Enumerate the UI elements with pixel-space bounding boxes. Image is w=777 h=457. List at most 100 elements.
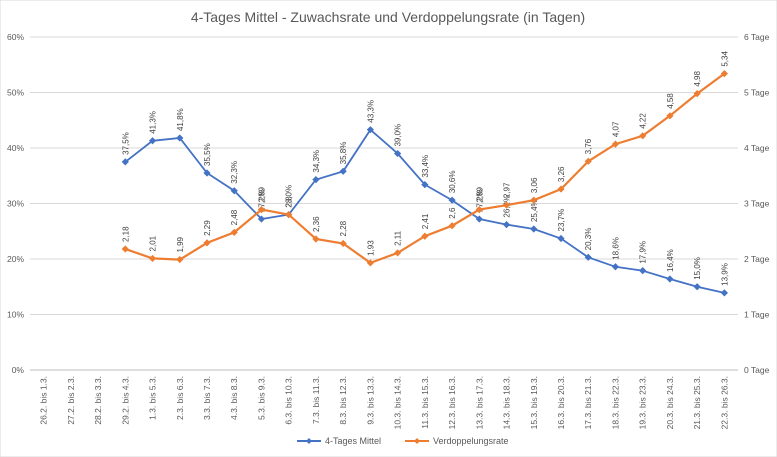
data-label: 1,93 (366, 240, 375, 256)
y-left-tick-label: 30% (7, 199, 24, 209)
data-label: 13,9% (720, 263, 729, 286)
data-point (448, 222, 456, 230)
data-label: 2,6 (448, 207, 457, 219)
data-label: 1,99 (176, 236, 185, 252)
x-tick-label: 8.3. bis 12.3. (338, 376, 348, 425)
data-point (557, 185, 565, 193)
data-label: 15,0% (693, 257, 702, 280)
data-point (530, 225, 538, 233)
data-label: 2,11 (394, 230, 403, 246)
data-label: 4,07 (611, 121, 620, 137)
y-left-tick-label: 20% (7, 254, 24, 264)
data-label: 4,22 (639, 113, 648, 129)
data-point (312, 176, 320, 184)
data-point (176, 134, 184, 142)
series-verdoppelungsrate: 2,18 2,01 1,99 2,29 2,48 2,89 2,8 2,36 2,28 1,93 2… (121, 51, 729, 267)
data-point (720, 70, 728, 78)
data-label: 37,5% (121, 132, 130, 155)
x-tick-label: 2.3. bis 6.3. (175, 376, 185, 420)
x-tick-label: 20.3. bis 24.3. (665, 376, 675, 429)
data-point (584, 253, 592, 261)
data-label: 2,01 (149, 235, 158, 251)
y-axis-right: 0 Tage 1 Tage 2 Tage 3 Tage 4 Tage 5 Tage 6 Ta… (744, 32, 770, 375)
data-point (502, 201, 511, 209)
x-tick-label: 21.3. bis 25.3. (692, 376, 702, 429)
data-label: 20,3% (584, 228, 593, 251)
series-zuwachsrate: 37,5% 41,3% 41,8% 35,5% 32,3% 27,2% 28,0% 34,3%… (121, 100, 729, 297)
x-tick-label: 4.3. bis 8.3. (229, 376, 239, 420)
data-point (421, 232, 429, 240)
data-point (366, 259, 374, 267)
data-point (530, 196, 538, 204)
data-point (176, 255, 184, 264)
data-label: 35,8% (339, 142, 348, 165)
legend-marker (306, 438, 312, 444)
y-right-tick-label: 5 Tage (744, 88, 770, 98)
x-tick-label: 9.3. bis 13.3. (365, 376, 375, 425)
x-axis: 26.2. bis 1.3. 27.2. bis 2.3. 28.2. bis 3.… (39, 376, 730, 429)
x-tick-label: 10.3. bis 14.3. (393, 376, 403, 429)
data-label: 18,6% (611, 237, 620, 260)
data-point (720, 289, 728, 297)
data-point (285, 211, 293, 219)
x-tick-label: 14.3. bis 18.3. (502, 376, 512, 429)
series-layer: 37,5% 41,3% 41,8% 35,5% 32,3% 27,2% 28,0% 34,3%… (121, 51, 729, 297)
data-label: 28,0% (285, 185, 294, 208)
x-tick-label: 11.3. bis 15.3. (420, 376, 430, 429)
data-point (584, 157, 592, 165)
data-point (557, 234, 565, 243)
data-label: 3,06 (530, 177, 539, 193)
data-label: 2,36 (312, 216, 321, 232)
y-right-tick-label: 6 Tage (744, 32, 770, 42)
y-right-tick-label: 0 Tage (744, 365, 770, 375)
data-point (693, 283, 701, 291)
data-point (121, 158, 129, 166)
data-label: 2,8 (285, 196, 294, 208)
y-right-tick-label: 1 Tage (744, 310, 770, 320)
data-point (366, 126, 374, 134)
data-label: 39,0% (394, 124, 403, 147)
data-label: 16,4% (666, 249, 675, 272)
data-label: 25,4% (530, 199, 539, 222)
y-left-tick-label: 40% (7, 143, 24, 153)
data-label: 4,58 (666, 93, 675, 109)
data-label: 32,3% (230, 161, 239, 184)
data-label: 2,89 (257, 186, 266, 202)
legend: 4-Tages Mittel Verdoppelungsrate (297, 436, 509, 446)
y-left-tick-label: 60% (7, 32, 24, 42)
data-label: 23,7% (557, 209, 566, 232)
data-point (448, 196, 456, 204)
x-tick-label: 12.3. bis 16.3. (447, 376, 457, 429)
x-tick-label: 26.2. bis 1.3. (39, 376, 49, 425)
x-tick-label: 1.3. bis 5.3. (148, 376, 158, 420)
data-point (475, 215, 483, 223)
data-point (148, 137, 157, 145)
y-right-tick-label: 3 Tage (744, 199, 770, 209)
data-label: 35,5% (203, 143, 212, 166)
data-point (257, 206, 266, 214)
y-axis-left: 0% 10% 20% 30% 40% 50% 60% (7, 32, 24, 375)
x-tick-label: 17.3. bis 21.3. (583, 376, 593, 429)
y-right-tick-label: 4 Tage (744, 143, 770, 153)
data-point (257, 215, 266, 223)
data-label: 2,28 (339, 220, 348, 236)
x-tick-label: 19.3. bis 23.3. (638, 376, 648, 429)
legend-label: 4-Tages Mittel (325, 436, 381, 446)
x-tick-label: 18.3. bis 22.3. (610, 376, 620, 429)
x-tick-label: 7.3. bis 11.3. (311, 376, 321, 424)
data-point (394, 249, 402, 257)
x-tick-label: 3.3. bis 7.3. (202, 376, 212, 420)
data-label: 2,29 (203, 220, 212, 236)
y-right-tick-label: 2 Tage (744, 254, 770, 264)
y-left-tick-label: 0% (12, 365, 25, 375)
x-tick-label: 6.3. bis 10.3. (284, 376, 294, 425)
data-point (230, 228, 238, 236)
data-label: 43,3% (366, 100, 375, 123)
data-label: 41,8% (176, 108, 185, 131)
legend-label: Verdoppelungsrate (433, 436, 509, 446)
data-point (203, 239, 211, 247)
data-label: 41,3% (149, 111, 158, 134)
data-label: 2,41 (421, 213, 430, 229)
data-point (421, 181, 429, 189)
